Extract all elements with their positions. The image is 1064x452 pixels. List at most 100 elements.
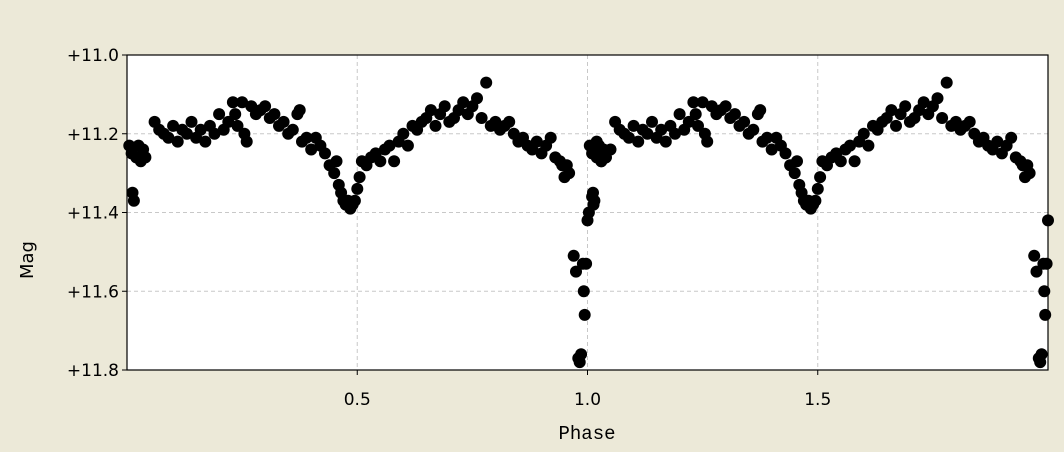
data-point — [575, 348, 588, 361]
data-point — [931, 92, 944, 105]
data-point — [567, 249, 580, 262]
data-point — [208, 127, 221, 140]
data-point — [719, 100, 732, 113]
data-point — [673, 108, 686, 121]
data-point — [139, 151, 152, 164]
data-point — [728, 108, 741, 121]
data-point — [277, 115, 290, 128]
data-point — [791, 155, 803, 168]
data-point — [590, 135, 603, 148]
data-point — [604, 143, 617, 156]
data-point — [669, 127, 681, 140]
data-point — [788, 167, 801, 180]
data-point — [231, 119, 244, 132]
data-point — [127, 194, 140, 207]
data-point — [696, 96, 709, 109]
x-tick-label: 0.5 — [344, 390, 371, 410]
data-point — [692, 119, 704, 132]
data-point — [1028, 249, 1041, 262]
data-point — [627, 119, 640, 132]
data-point — [236, 96, 249, 109]
data-point — [305, 143, 318, 156]
data-point — [429, 119, 442, 132]
data-point — [194, 123, 207, 136]
data-point — [544, 131, 557, 144]
data-point — [213, 108, 226, 121]
data-point — [1023, 167, 1036, 180]
data-point — [689, 108, 702, 121]
data-points — [123, 76, 1054, 369]
data-point — [351, 182, 364, 195]
data-point — [167, 119, 180, 132]
data-point — [809, 194, 822, 207]
data-point — [401, 139, 414, 152]
data-point — [848, 155, 861, 168]
x-tick-label: 1.5 — [804, 390, 831, 410]
y-axis-title: Mag — [17, 241, 38, 279]
data-point — [185, 115, 198, 128]
data-point — [899, 100, 912, 113]
data-point — [754, 104, 767, 117]
data-point — [286, 123, 299, 136]
data-point — [811, 182, 824, 195]
data-point — [587, 198, 600, 211]
data-point — [424, 104, 437, 117]
data-point — [300, 131, 313, 144]
data-point — [991, 135, 1004, 148]
y-tick-label: +11.4 — [67, 204, 119, 224]
data-point — [226, 96, 239, 109]
data-point — [682, 115, 695, 128]
data-point — [438, 100, 451, 113]
data-point — [687, 96, 700, 109]
data-point — [457, 96, 470, 109]
y-tick-label: +11.8 — [67, 361, 119, 381]
data-point — [765, 143, 778, 156]
data-point — [655, 123, 668, 136]
data-point — [374, 155, 387, 168]
data-point — [646, 115, 658, 128]
data-point — [963, 115, 976, 128]
data-point — [199, 135, 212, 148]
data-point — [701, 135, 714, 148]
data-point — [162, 131, 175, 144]
data-point — [834, 155, 847, 168]
data-point — [1038, 285, 1051, 298]
x-tick-label: 1.0 — [574, 390, 601, 410]
data-point — [240, 135, 253, 148]
data-point — [1040, 257, 1053, 270]
data-point — [259, 100, 272, 113]
data-point — [917, 96, 930, 109]
data-point — [570, 265, 582, 278]
data-point — [738, 115, 751, 128]
data-point — [293, 104, 306, 117]
y-tick-label: +11.0 — [67, 46, 119, 66]
data-point — [936, 112, 949, 124]
data-point — [328, 167, 341, 180]
data-point — [940, 76, 953, 89]
data-point — [1035, 348, 1048, 361]
data-point — [530, 135, 543, 148]
data-point — [383, 139, 396, 152]
data-point — [885, 104, 898, 117]
data-point — [1005, 131, 1018, 144]
data-point — [857, 127, 870, 140]
data-point — [1039, 308, 1052, 321]
data-point — [622, 131, 635, 144]
data-point — [862, 139, 875, 152]
data-point — [563, 167, 576, 180]
data-point — [388, 155, 401, 168]
data-point — [353, 171, 366, 184]
data-point — [397, 127, 410, 140]
data-point — [330, 155, 343, 168]
data-point — [641, 127, 654, 140]
data-point — [1030, 265, 1043, 278]
data-point — [580, 257, 593, 270]
data-point — [659, 135, 672, 148]
data-point — [475, 112, 488, 124]
data-point — [180, 127, 193, 140]
data-point — [577, 285, 590, 298]
axis-ticks: 0.5 1.0 1.5 +11.0 +11.2 +11.4 +11.6 +11.8 — [67, 46, 831, 410]
data-point — [578, 308, 591, 321]
data-point — [779, 147, 792, 160]
